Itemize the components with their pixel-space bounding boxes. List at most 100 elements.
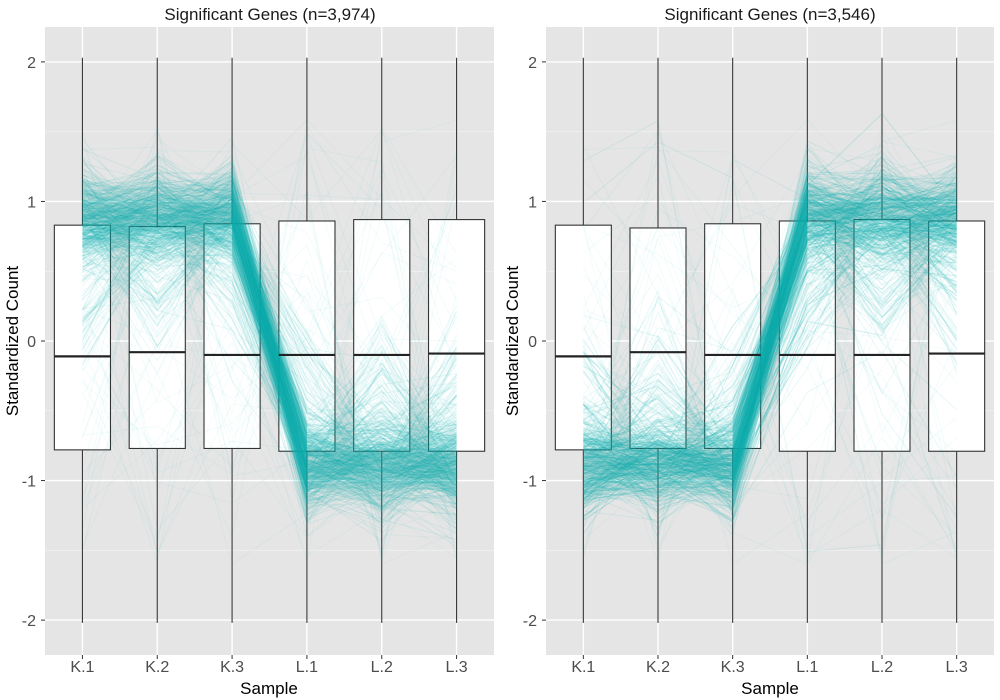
gene-line [583, 184, 958, 470]
gene-line [583, 210, 957, 487]
gene-line [583, 174, 957, 476]
gene-line [583, 210, 958, 529]
gene-line [583, 184, 957, 515]
gene-line [81, 147, 458, 477]
gene-line [583, 190, 957, 492]
gene-line [582, 229, 957, 469]
gene-line [583, 217, 957, 485]
gene-line [583, 182, 957, 482]
gene-line [82, 195, 457, 459]
gene-line [583, 200, 957, 476]
gene-line [583, 188, 957, 479]
minor-gridlines [546, 131, 994, 551]
gene-line [583, 194, 957, 491]
gene-line [583, 201, 957, 489]
gene-line [82, 194, 457, 475]
gene-line [81, 198, 457, 491]
gene-line [583, 212, 957, 472]
gene-line [583, 208, 958, 492]
gene-line [583, 211, 957, 456]
gene-line [583, 198, 957, 483]
gene-line [583, 174, 958, 499]
gene-line [583, 204, 957, 486]
gene-line [583, 243, 957, 506]
x-axis-label: Sample [741, 679, 799, 698]
gene-line [583, 177, 957, 471]
gene-line [583, 228, 958, 487]
gene-line [82, 224, 457, 484]
gene-line [82, 221, 457, 521]
gene-line [583, 190, 957, 489]
gene-line [81, 151, 458, 523]
gene-line [583, 202, 958, 483]
gene-line [82, 202, 457, 457]
gene-line [82, 179, 458, 512]
gene-line [82, 203, 458, 488]
gene-line [583, 225, 957, 475]
gene-line [82, 179, 457, 476]
gene-line [582, 190, 957, 517]
gene-line [82, 186, 457, 479]
gene-line [582, 172, 957, 482]
gene-line [583, 223, 958, 459]
gene-line [82, 214, 457, 525]
gene-line [583, 213, 957, 507]
gene-line [82, 170, 457, 481]
gene-line [583, 223, 958, 459]
gene-line [82, 200, 457, 493]
gene-line [582, 150, 958, 504]
gene-line [82, 244, 457, 502]
gene-line [583, 156, 957, 494]
gene-line [582, 145, 958, 565]
gene-line [583, 182, 957, 459]
gene-line [582, 195, 958, 525]
gene-line [82, 200, 457, 475]
gene-line [82, 180, 457, 475]
gene-line [583, 186, 957, 469]
gene-line [583, 183, 958, 486]
gene-line [82, 222, 457, 475]
gene-line [82, 174, 457, 513]
gene-line [583, 154, 957, 491]
gene-line [583, 268, 957, 504]
gene-line [583, 203, 957, 484]
gene-line [583, 219, 957, 497]
gene-line [583, 219, 957, 484]
gene-line [583, 268, 957, 504]
gene-line [583, 217, 957, 484]
gene-line [82, 218, 457, 481]
gene-line [82, 190, 457, 488]
gene-line [583, 190, 958, 474]
gene-line [583, 216, 957, 511]
gene-line [583, 198, 957, 478]
gene-line [82, 206, 457, 479]
gene-line [82, 191, 457, 465]
gene-line [82, 246, 457, 489]
gene-line [81, 206, 457, 505]
gene-line [82, 191, 457, 503]
gene-line [82, 193, 458, 494]
gene-line [82, 167, 457, 486]
y-tick-label: 1 [528, 194, 537, 211]
gene-line [583, 212, 958, 469]
gene-line [583, 220, 957, 511]
gene-line [583, 202, 958, 484]
gene-line [583, 248, 957, 487]
gene-line [582, 213, 957, 509]
gene-line [583, 120, 958, 519]
gene-line [82, 211, 457, 493]
gene-line [582, 214, 957, 484]
gene-line [82, 187, 457, 538]
gene-line [582, 196, 958, 504]
box-L.3 [928, 220, 986, 452]
gene-line [81, 150, 457, 504]
gene-line [583, 156, 957, 463]
gene-line [582, 181, 957, 537]
gene-line [82, 188, 457, 479]
gene-line [583, 255, 957, 493]
gene-line [82, 211, 457, 508]
gene-line [583, 189, 957, 500]
gene-line [582, 171, 958, 505]
box-K.1 [53, 224, 112, 451]
gene-line [583, 169, 957, 490]
